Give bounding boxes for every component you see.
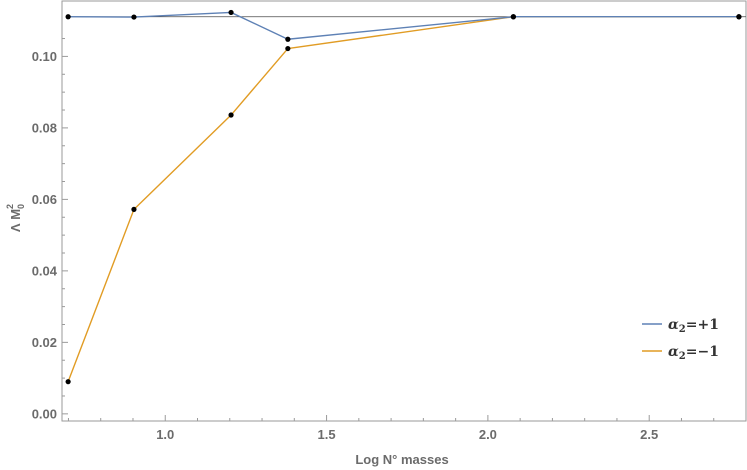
y-axis-title-sup: 2 [5, 204, 15, 209]
data-point-minus [510, 14, 516, 20]
x-tick-label: 2.0 [479, 427, 497, 442]
data-point-minus [736, 14, 742, 20]
y-axis: 0.00 0.02 0.04 0.06 0.08 0.10 [32, 38, 68, 421]
x-axis: 1.0 1.5 2.0 2.5 [67, 415, 715, 442]
y-tick-label: 0.08 [32, 120, 57, 135]
data-point-plus [65, 14, 71, 20]
y-axis-title: Λ M02 [5, 204, 26, 232]
legend-label: α2=+1 [668, 317, 719, 335]
y-tick-label: 0.06 [32, 192, 57, 207]
series-line-minus [67, 16, 739, 382]
data-point-minus [131, 206, 137, 212]
x-tick-label: 1.0 [156, 427, 174, 442]
legend-label: α2=−1 [668, 344, 719, 362]
y-tick-label: 0.10 [32, 49, 57, 64]
data-point-minus [228, 112, 234, 118]
data-point-plus [131, 14, 137, 20]
y-axis-title-main: Λ M [8, 209, 23, 232]
plot-frame [61, 0, 747, 422]
series-line-plus [68, 11, 739, 40]
y-tick-label: 0.00 [32, 406, 57, 421]
x-axis-title: Log N° masses [355, 452, 448, 467]
legend: α2=+1 α2=−1 [642, 317, 719, 362]
data-point-minus [285, 45, 291, 52]
y-axis-title-sub: 0 [16, 204, 26, 209]
marker-layer [65, 9, 742, 385]
series-layer [67, 11, 739, 382]
data-point-plus [285, 36, 291, 42]
data-point-minus [65, 379, 71, 385]
x-tick-label: 2.5 [640, 427, 658, 442]
y-tick-label: 0.02 [32, 335, 57, 350]
x-tick-label: 1.5 [318, 427, 336, 442]
y-tick-label: 0.04 [32, 263, 58, 278]
data-point-plus [228, 9, 234, 16]
